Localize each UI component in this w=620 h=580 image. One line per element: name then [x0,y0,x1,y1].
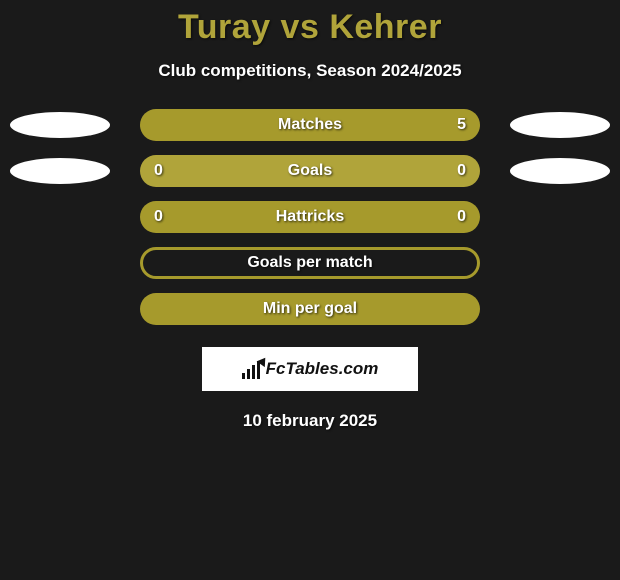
stat-value-right: 0 [457,162,466,180]
page-title: Turay vs Kehrer [0,8,620,47]
player-badge [10,112,110,138]
stat-row: Goals per match [0,247,620,279]
stat-value-left: 0 [154,208,163,226]
player-badge [510,112,610,138]
stat-value-right: 0 [457,208,466,226]
stat-row: 0 Hattricks 0 [0,201,620,233]
stat-bar: Goals per match [140,247,480,279]
stat-label: Min per goal [263,300,357,318]
stat-row: Min per goal [0,293,620,325]
stat-label: Matches [278,116,342,134]
stat-label: Goals [288,162,332,180]
stat-label: Goals per match [247,254,372,272]
date-text: 10 february 2025 [0,411,620,431]
stat-bar: Min per goal [140,293,480,325]
player-badge [10,158,110,184]
stat-rows: Matches 5 0 Goals 0 0 Hattricks 0 Goals per matc… [0,109,620,325]
stat-row: Matches 5 [0,109,620,141]
brand-logo: FcTables.com [202,347,418,391]
stat-bar: 0 Goals 0 [140,155,480,187]
stat-bar: Matches 5 [140,109,480,141]
brand-text: FcTables.com [266,359,379,379]
stat-value-right: 5 [457,116,466,134]
stat-value-left: 0 [154,162,163,180]
stat-row: 0 Goals 0 [0,155,620,187]
player-badge [510,158,610,184]
stat-bar: 0 Hattricks 0 [140,201,480,233]
subtitle: Club competitions, Season 2024/2025 [0,61,620,81]
stat-label: Hattricks [276,208,344,226]
chart-icon [242,359,260,379]
